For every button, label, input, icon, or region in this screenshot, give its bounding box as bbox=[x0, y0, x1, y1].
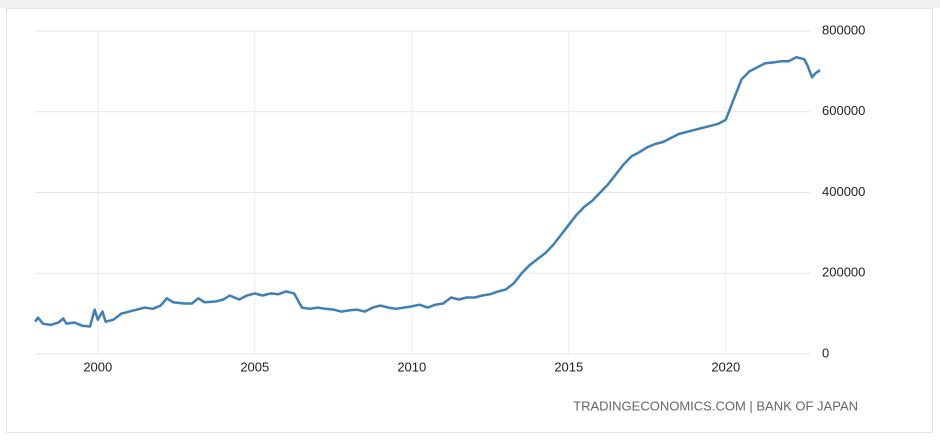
source: TRADINGECONOMICS.COM | BANK OF JAPAN bbox=[573, 398, 858, 413]
y-tick-label: 400000 bbox=[822, 184, 865, 199]
x-tick-label: 2020 bbox=[711, 359, 740, 374]
line bbox=[34, 55, 821, 328]
x-tick-label: 2015 bbox=[554, 359, 583, 374]
y-tick-label: 800000 bbox=[822, 22, 865, 37]
y-tick-label: 600000 bbox=[822, 103, 865, 118]
top-bar bbox=[0, 0, 940, 8]
y-tick-label: 200000 bbox=[822, 265, 865, 280]
x-tick-label: 2010 bbox=[397, 359, 426, 374]
y-tick-label: 0 bbox=[822, 345, 829, 360]
x-tick-label: 2005 bbox=[240, 359, 269, 374]
frame bbox=[6, 8, 933, 433]
x-tick-label: 2000 bbox=[83, 359, 112, 374]
